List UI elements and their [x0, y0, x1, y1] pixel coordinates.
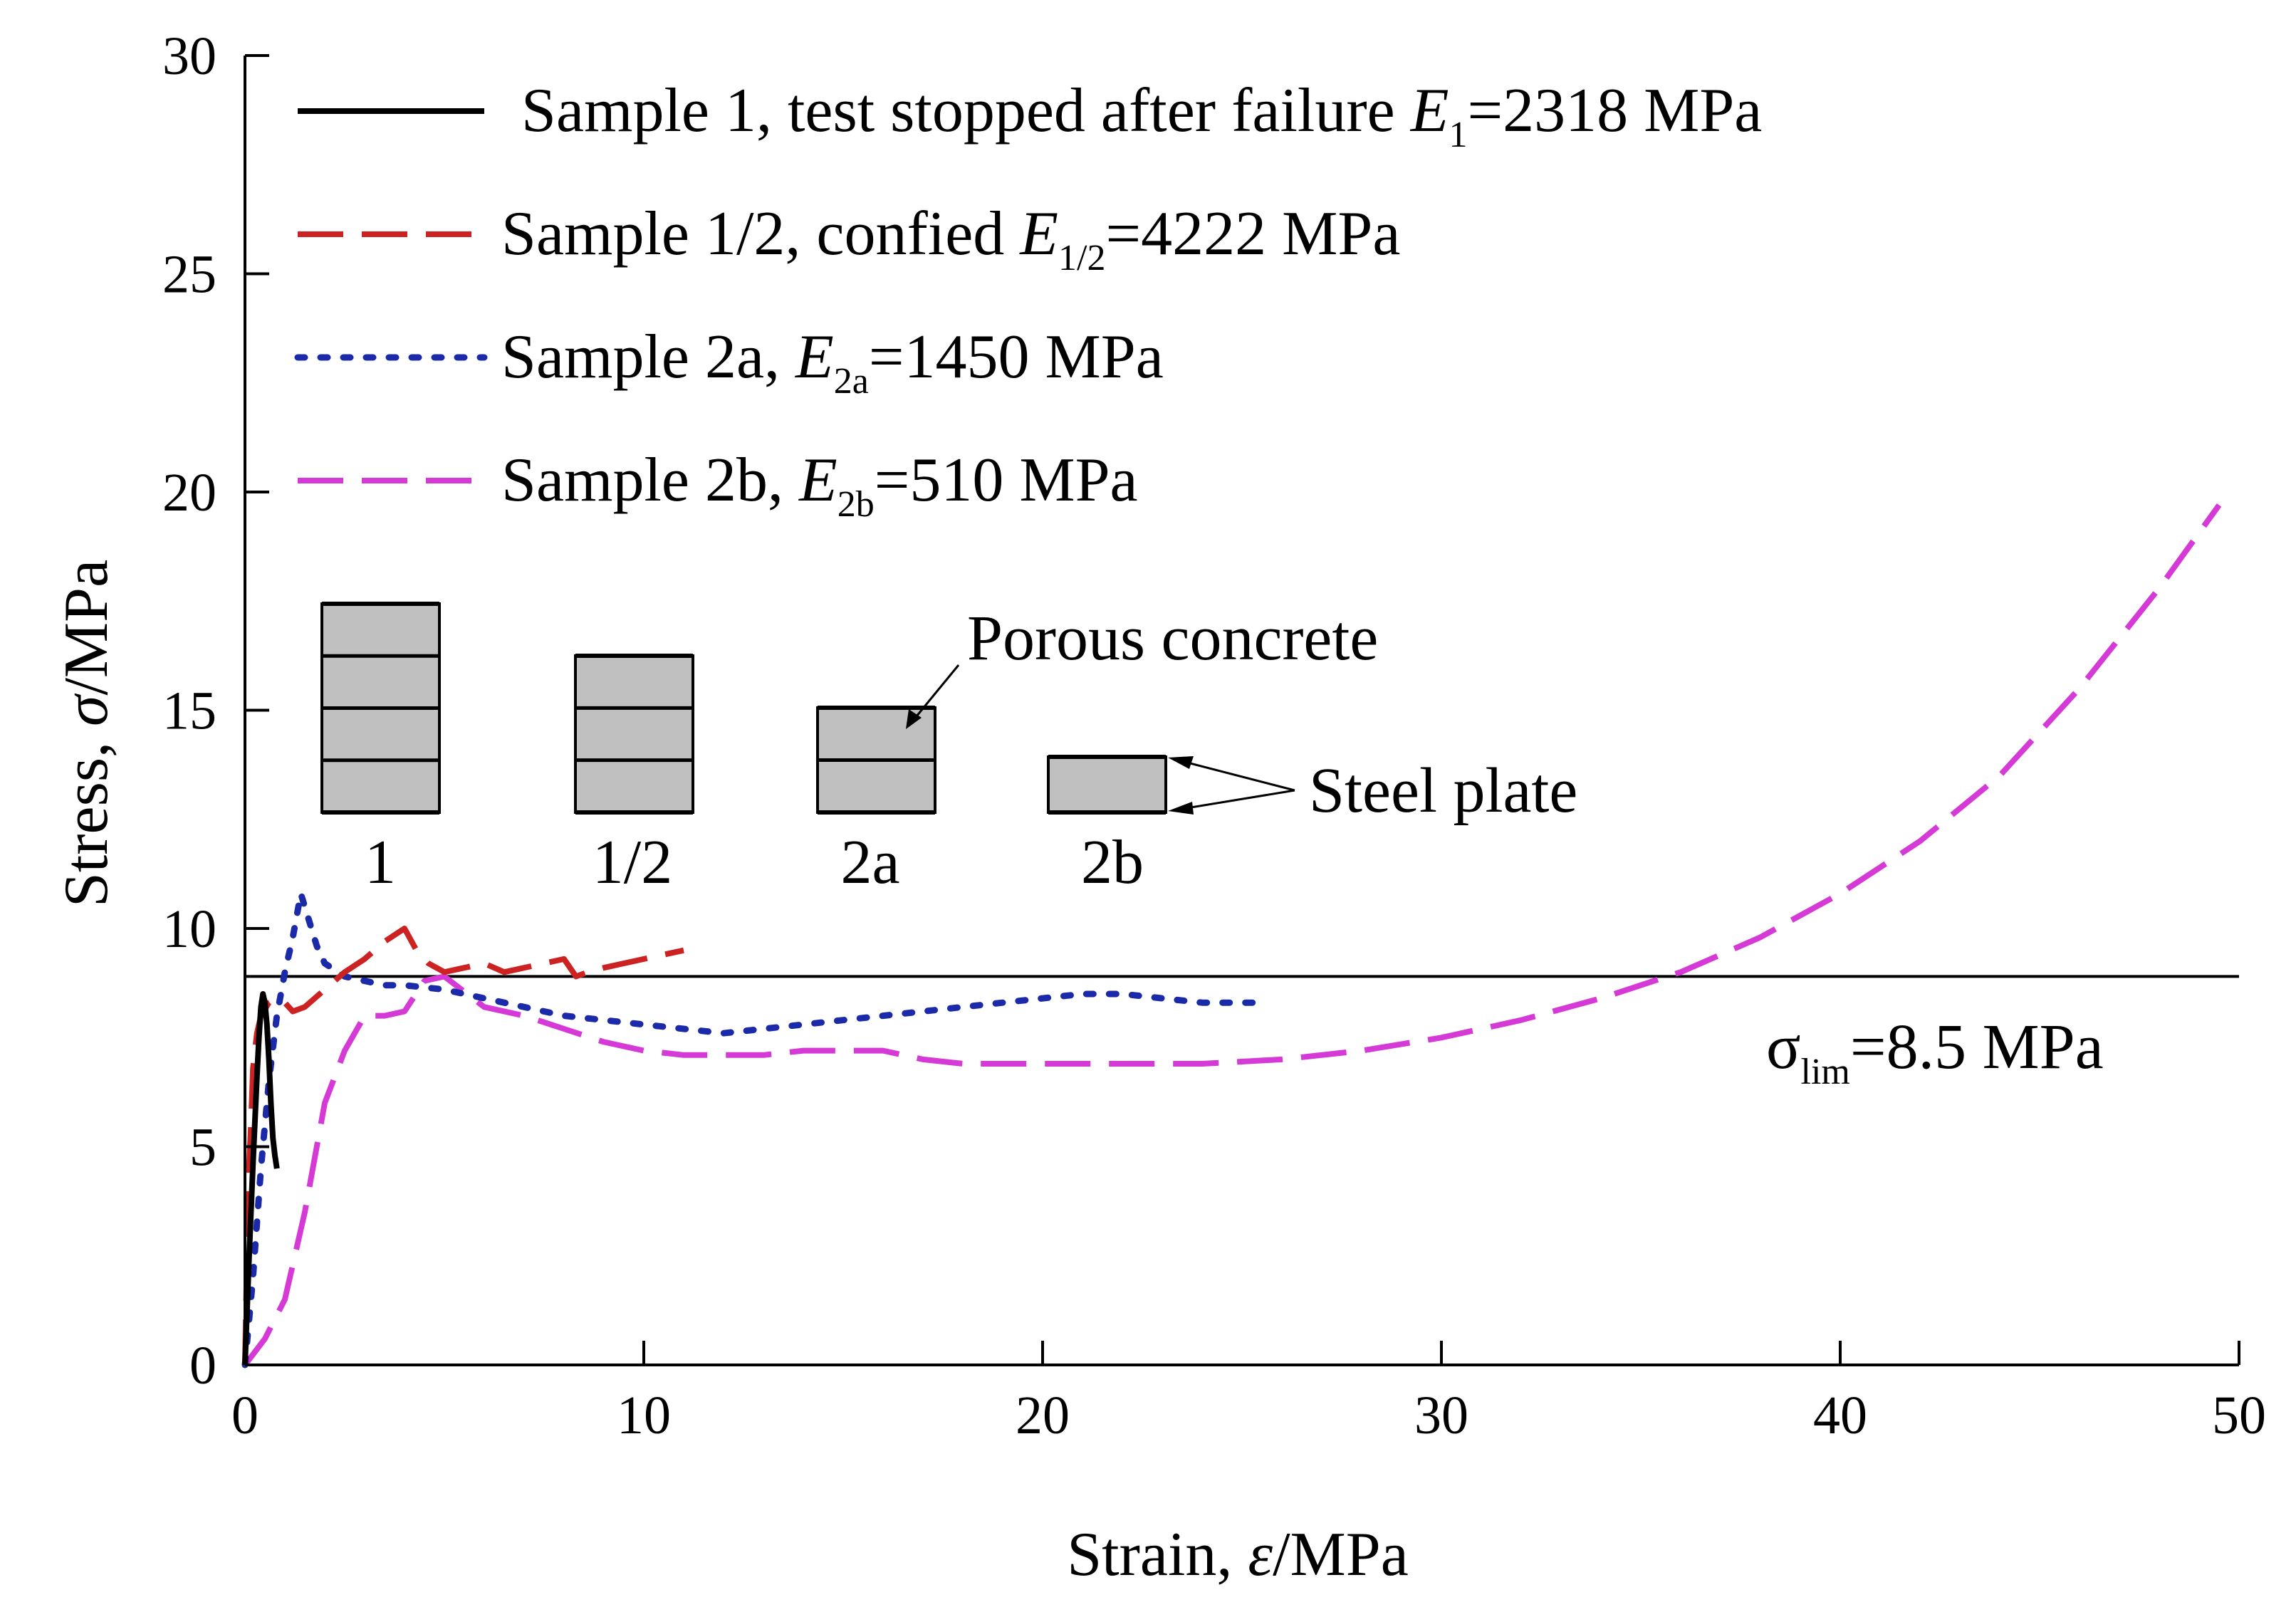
legend-label-text: Sample 2a,	[501, 323, 795, 392]
legend-label-symbol: E	[1018, 199, 1058, 268]
sample-label-2: 1/2	[593, 828, 672, 897]
x-axis-title-prefix: Strain,	[1067, 1520, 1248, 1589]
x-tick-label-0: 0	[231, 1386, 259, 1445]
x-tick-label-30: 30	[1414, 1386, 1468, 1445]
legend-label-text: Sample 1, test stopped after failure	[521, 76, 1411, 145]
sample-block-4	[1047, 755, 1167, 814]
y-tick-label-0: 0	[189, 1336, 216, 1396]
legend-label-4: Sample 2b, E2b=510 MPa	[501, 446, 1138, 525]
sigma-lim-symbol: σ	[1766, 1012, 1801, 1082]
legend-label-symbol: E	[794, 323, 834, 392]
steel-plate-arrowhead-top	[1168, 756, 1194, 769]
legend-label-value: =4222 MPa	[1106, 199, 1401, 268]
legend-label-2: Sample 1/2, confied E1/2=4222 MPa	[501, 199, 1400, 278]
sample-label-3: 2a	[840, 828, 899, 897]
legend-label-3: Sample 2a, E2a=1450 MPa	[501, 323, 1164, 402]
y-tick-label-30: 30	[162, 26, 216, 86]
plot-area	[241, 503, 2239, 1368]
legend-label-value: =2318 MPa	[1467, 76, 1762, 145]
legend: Sample 1, test stopped after failure E1=…	[294, 76, 1762, 525]
y-axis-title-symbol: σ	[52, 693, 121, 726]
legend-label-1: Sample 1, test stopped after failure E1=…	[521, 76, 1762, 155]
legend-label-symbol: E	[1409, 76, 1449, 145]
y-axis-title: Stress, σ/MPa	[52, 560, 121, 907]
legend-label-subscript: 2a	[834, 361, 869, 402]
porous-concrete-label: Porous concrete	[967, 603, 1378, 674]
x-axis-title-suffix: /MPa	[1273, 1520, 1409, 1589]
steel-plate-label: Steel plate	[1309, 755, 1577, 826]
steel-plate-leader-bottom	[1173, 789, 1295, 812]
legend-label-text: Sample 2b,	[501, 446, 799, 515]
x-tick-label-10: 10	[617, 1386, 671, 1445]
x-axis-title-symbol: ε	[1248, 1520, 1273, 1589]
legend-label-subscript: 2b	[837, 484, 875, 525]
y-tick-label-15: 15	[162, 681, 216, 741]
x-tick-label-20: 20	[1016, 1386, 1070, 1445]
legend-label-text: Sample 1/2, confied	[501, 199, 1020, 268]
sigma-lim-subscript: lim	[1801, 1052, 1850, 1092]
tick-marks: 0 10 20 30 40 50 0 5 10 15 20 25 30	[162, 26, 2266, 1445]
y-tick-label-5: 5	[189, 1118, 216, 1178]
series-line-4	[242, 503, 2222, 1367]
sigma-lim-value: =8.5 MPa	[1850, 1012, 2104, 1082]
legend-label-subscript: 1/2	[1058, 238, 1105, 278]
porous-concrete-leader	[912, 664, 960, 721]
x-axis-title: Strain, ε/MPa	[1067, 1520, 1409, 1589]
steel-plate-arrowhead-bottom	[1168, 802, 1194, 815]
y-axis-title-suffix: /MPa	[52, 560, 121, 696]
sigma-lim-label: σlim=8.5 MPa	[1766, 1012, 2104, 1092]
sample-inset: 1 1/2 2a 2b Porous concrete Steel plate	[320, 602, 1577, 897]
x-tick-label-40: 40	[1813, 1386, 1867, 1445]
x-tick-label-50: 50	[2212, 1386, 2266, 1445]
sample-label-4: 2b	[1081, 828, 1144, 897]
legend-label-symbol: E	[798, 446, 837, 515]
y-tick-label-20: 20	[162, 463, 216, 523]
legend-label-value: =510 MPa	[875, 446, 1138, 515]
legend-label-subscript: 1	[1449, 115, 1467, 155]
legend-label-value: =1450 MPa	[869, 323, 1164, 392]
y-tick-label-25: 25	[162, 245, 216, 305]
sample-label-1: 1	[365, 828, 396, 897]
steel-plate-leader-top	[1173, 758, 1295, 792]
porous-concrete-arrowhead	[906, 709, 922, 729]
y-tick-label-10: 10	[162, 899, 216, 959]
series-line-3	[241, 890, 1266, 1368]
series-line-2	[242, 926, 684, 1366]
sample-block-2	[574, 654, 694, 814]
series-line-1	[242, 991, 280, 1366]
y-axis-title-prefix: Stress,	[52, 726, 121, 907]
